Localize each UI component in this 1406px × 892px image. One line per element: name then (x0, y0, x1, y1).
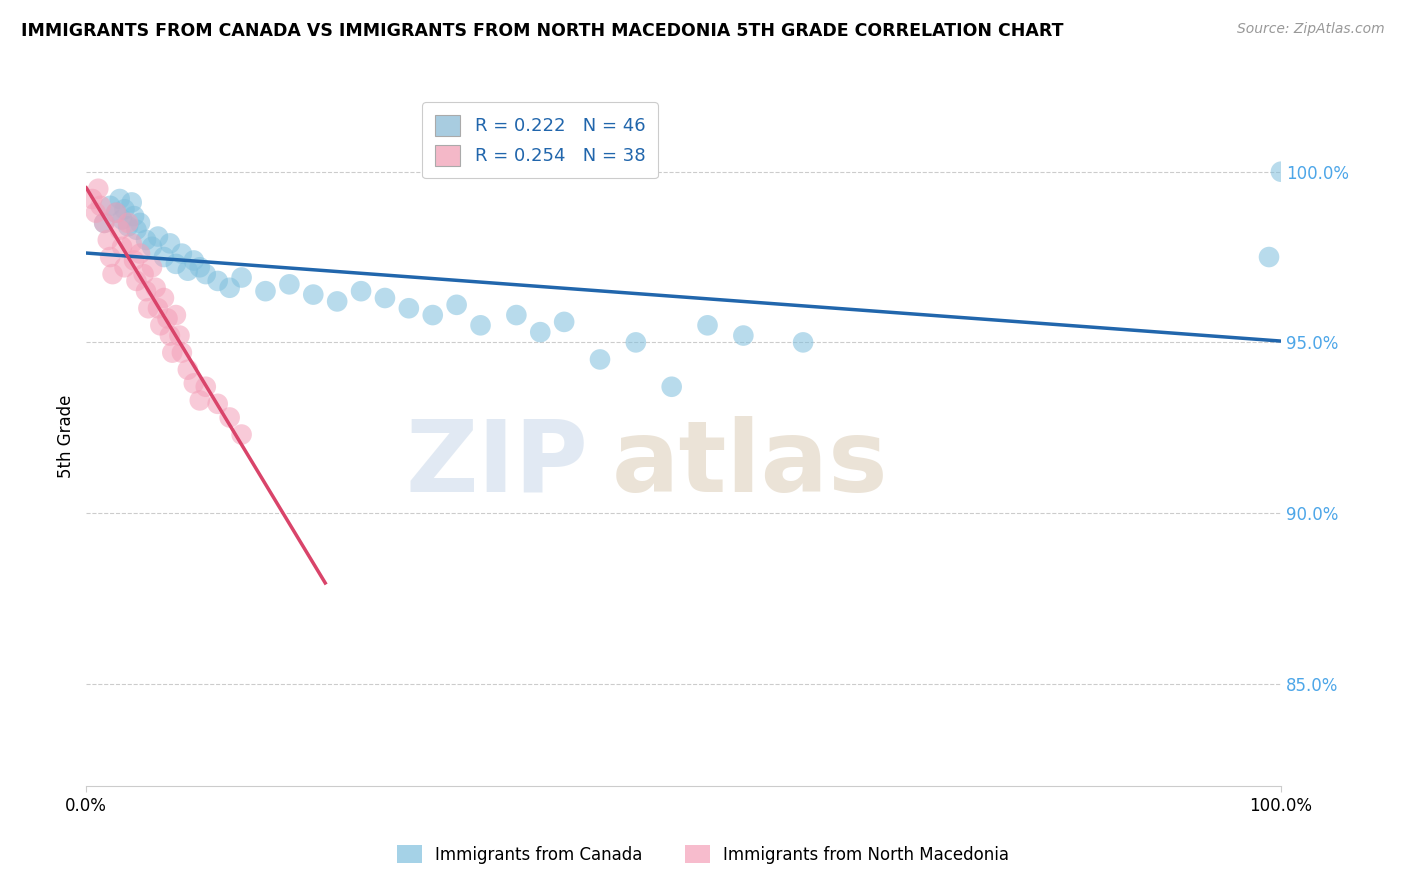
Text: ZIP: ZIP (405, 416, 588, 513)
Point (93, 216, 115, 230)
Point (696, 318, 718, 333)
Point (188, 393, 211, 408)
Point (121, 236, 143, 251)
Point (398, 301, 420, 316)
Point (108, 192, 131, 206)
Point (553, 315, 575, 329)
Point (93, 216, 115, 230)
Point (169, 328, 191, 343)
Point (589, 352, 612, 367)
Point (159, 236, 181, 251)
Point (105, 205, 128, 219)
Point (90, 199, 112, 213)
Point (141, 260, 163, 275)
Point (326, 294, 349, 309)
Point (278, 277, 301, 292)
Point (114, 202, 136, 217)
Point (350, 284, 373, 298)
Point (111, 212, 134, 227)
Point (122, 209, 145, 223)
Point (98, 250, 121, 264)
Point (254, 284, 277, 298)
Point (138, 301, 160, 316)
Point (141, 240, 163, 254)
Point (135, 233, 157, 247)
Point (129, 246, 152, 260)
Point (129, 216, 152, 230)
Point (84, 205, 107, 219)
Point (97, 233, 120, 247)
Text: IMMIGRANTS FROM CANADA VS IMMIGRANTS FROM NORTH MACEDONIA 5TH GRADE CORRELATION : IMMIGRANTS FROM CANADA VS IMMIGRANTS FRO… (21, 22, 1063, 40)
Text: atlas: atlas (612, 416, 889, 513)
Point (177, 362, 200, 376)
Legend: R = 0.222   N = 46, R = 0.254   N = 38: R = 0.222 N = 46, R = 0.254 N = 38 (422, 103, 658, 178)
Point (207, 397, 229, 411)
Point (98, 199, 121, 213)
Point (188, 260, 211, 275)
Point (505, 308, 527, 322)
Point (470, 318, 492, 333)
Point (125, 274, 148, 288)
Point (446, 298, 468, 312)
Point (374, 291, 396, 305)
Y-axis label: 5th Grade: 5th Grade (58, 394, 75, 478)
Point (194, 380, 217, 394)
Point (231, 270, 253, 285)
Point (165, 308, 187, 322)
Point (302, 287, 325, 301)
Point (177, 263, 200, 277)
Point (125, 223, 148, 237)
Point (170, 345, 193, 359)
Point (111, 240, 134, 254)
Point (145, 281, 167, 295)
Point (117, 219, 139, 234)
Point (183, 253, 205, 268)
Point (792, 335, 814, 350)
Point (146, 301, 169, 316)
Point (108, 223, 131, 237)
Point (183, 376, 205, 391)
Point (733, 328, 755, 343)
Point (624, 335, 647, 350)
Point (162, 345, 184, 359)
Point (159, 328, 181, 343)
Point (87, 182, 110, 196)
Point (122, 253, 145, 268)
Point (529, 325, 551, 339)
Point (165, 257, 187, 271)
Point (231, 427, 253, 442)
Point (1258, 250, 1281, 264)
Point (422, 308, 444, 322)
Point (101, 267, 124, 281)
Point (114, 260, 136, 275)
Legend: Immigrants from Canada, Immigrants from North Macedonia: Immigrants from Canada, Immigrants from … (391, 838, 1015, 871)
Point (218, 410, 240, 425)
Point (156, 311, 179, 326)
Point (207, 274, 229, 288)
Point (661, 380, 683, 394)
Point (82, 192, 104, 206)
Point (153, 291, 176, 305)
Point (132, 267, 155, 281)
Point (218, 281, 240, 295)
Point (194, 267, 217, 281)
Point (146, 229, 169, 244)
Point (1270, 164, 1292, 178)
Point (153, 250, 176, 264)
Point (121, 195, 143, 210)
Point (149, 318, 172, 333)
Point (135, 284, 157, 298)
Point (117, 216, 139, 230)
Point (170, 246, 193, 260)
Point (105, 205, 128, 219)
Text: Source: ZipAtlas.com: Source: ZipAtlas.com (1237, 22, 1385, 37)
